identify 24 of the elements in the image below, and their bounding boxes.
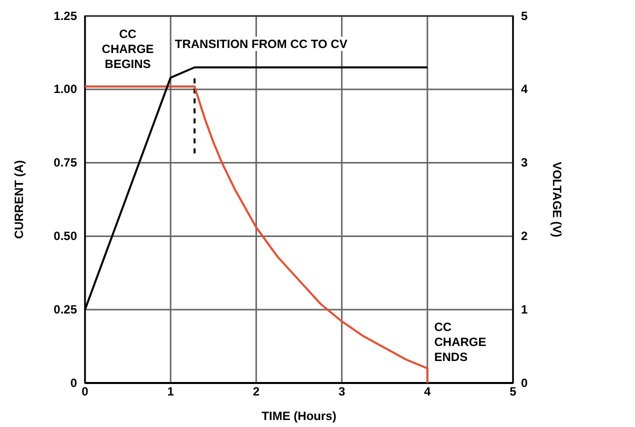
- y2-tick-label: 0: [521, 376, 528, 390]
- line-series: [84, 85, 428, 384]
- y2-tick-label: 2: [521, 229, 528, 244]
- y-tick-label: 1.00: [54, 82, 78, 96]
- y-tick-label: 1.25: [54, 8, 78, 23]
- annotation: CC CHARGE BEGINS: [102, 27, 154, 71]
- y-tick-label: 0.75: [54, 156, 78, 170]
- annotation: CC CHARGE ENDS: [434, 320, 486, 364]
- x-tick-label: 0: [82, 384, 89, 399]
- y2-axis-title: VOLTAGE (V): [550, 162, 564, 238]
- x-tick-label: 1: [167, 384, 174, 399]
- x-tick-label: 5: [510, 384, 517, 399]
- y-axis-title: CURRENT (A): [12, 160, 26, 239]
- y2-tick-label: 3: [521, 156, 528, 170]
- y-tick-label: 0.50: [54, 229, 78, 244]
- y2-tick-label: 5: [521, 8, 528, 23]
- x-axis-title: TIME (Hours): [262, 409, 336, 423]
- x-tick-label: 2: [252, 384, 260, 399]
- y2-tick-label: 1: [521, 302, 528, 316]
- x-tick-label: 4: [424, 384, 432, 399]
- y2-tick-label: 4: [521, 82, 528, 96]
- y-tick-label: 0: [70, 376, 78, 390]
- x-tick-label: 3: [338, 384, 346, 399]
- y-tick-label: 0.25: [54, 302, 78, 316]
